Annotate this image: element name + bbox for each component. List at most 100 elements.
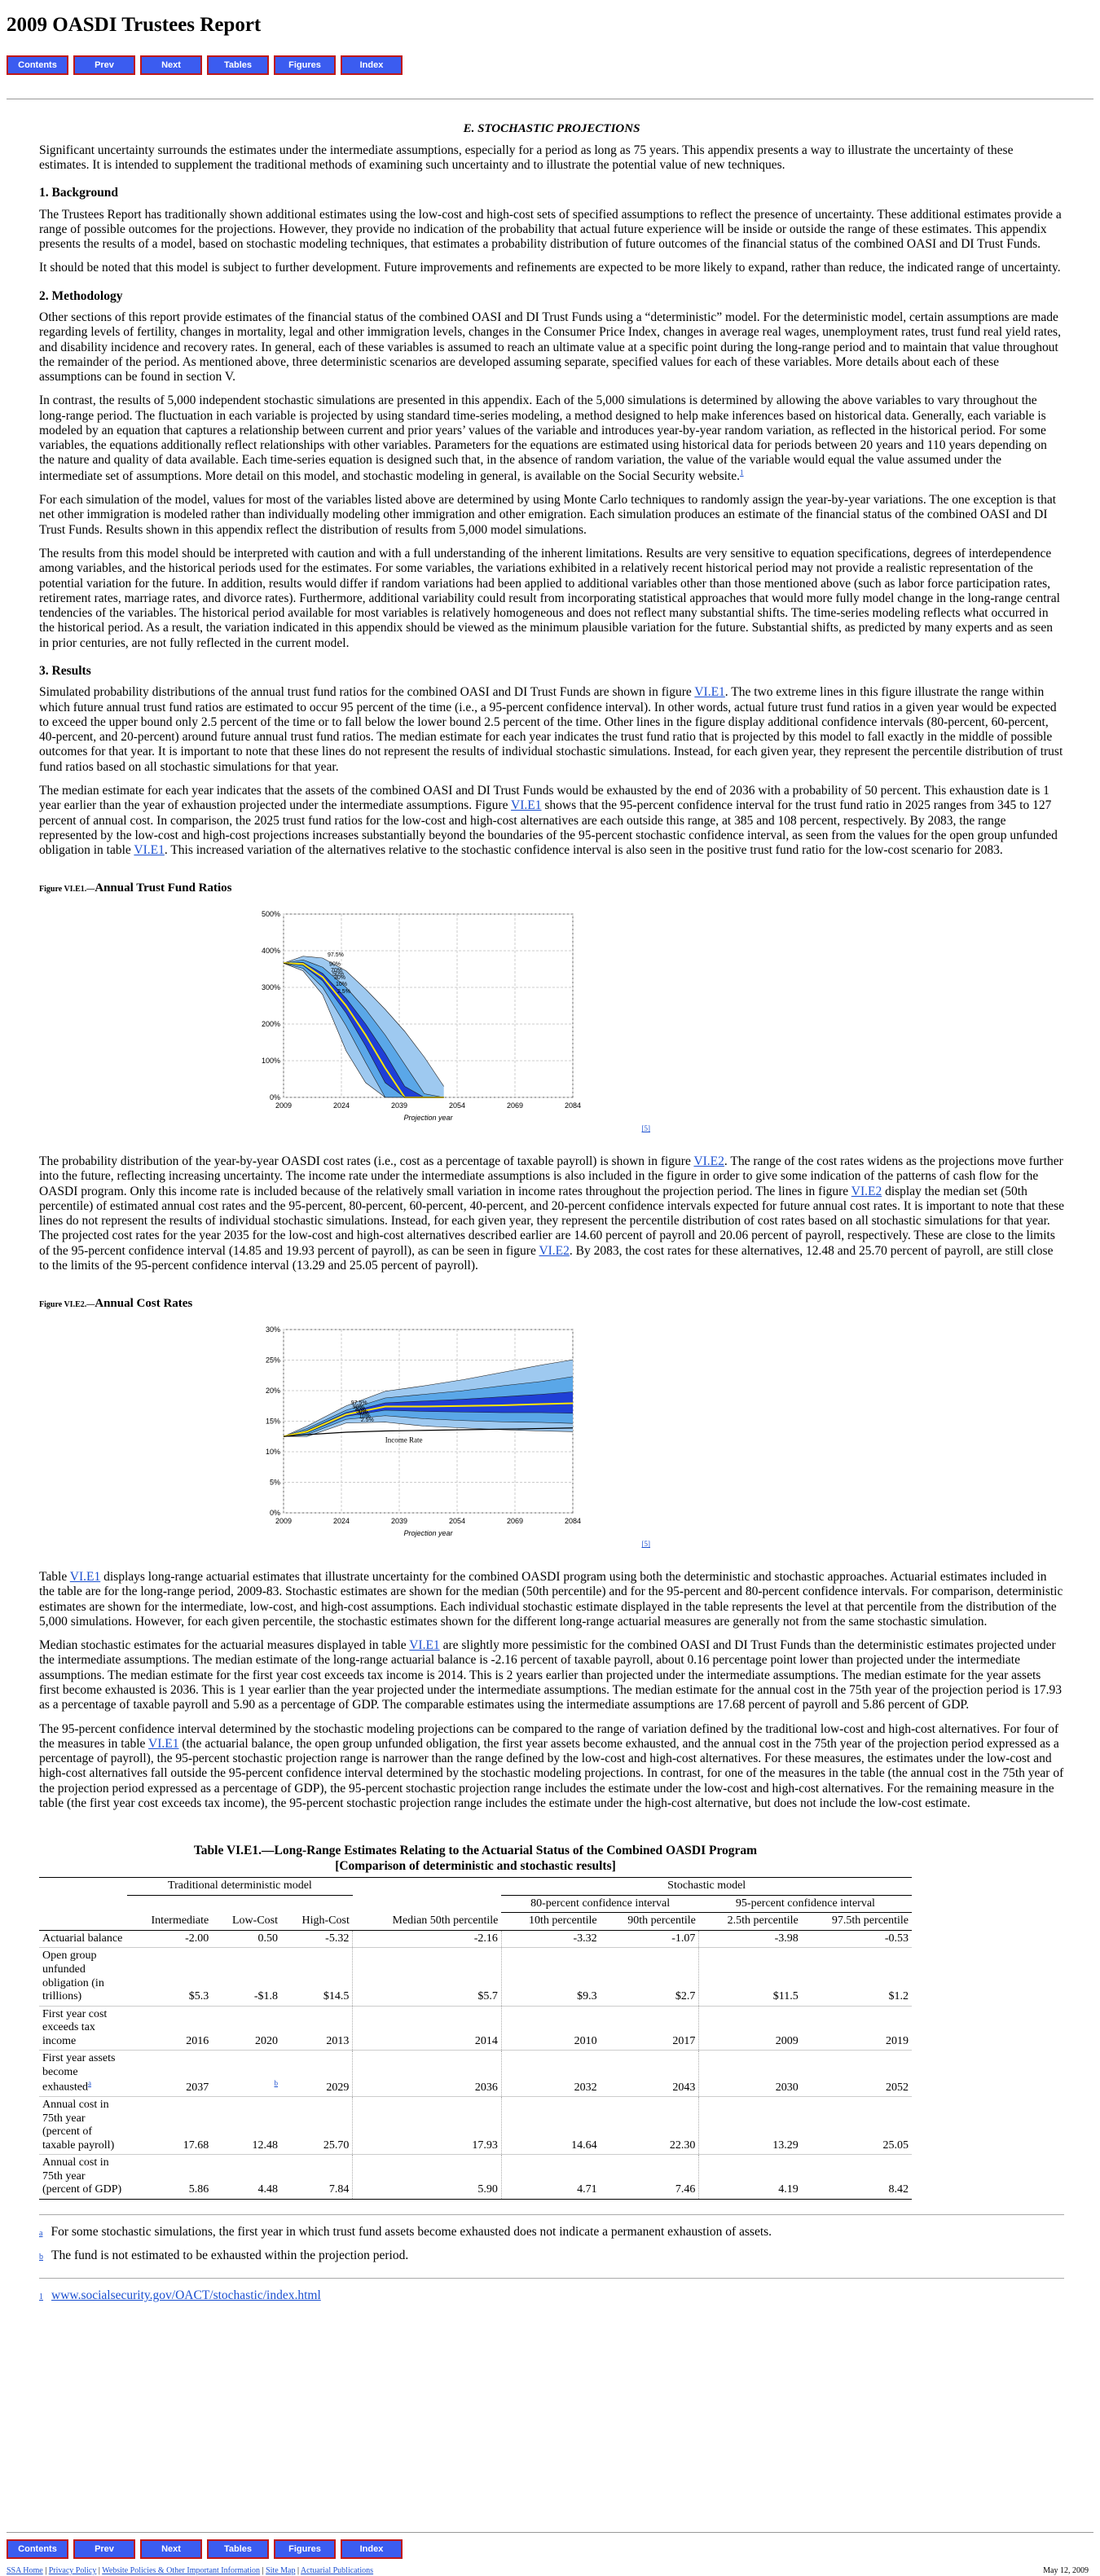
- trust-fund-chart-x-tick-label: 2084: [565, 1101, 581, 1110]
- table-cell: 2013: [326, 2034, 350, 2047]
- stochastic-url-link[interactable]: www.socialsecurity.gov/OACT/stochastic/i…: [51, 2288, 321, 2303]
- row-label: First year cost exceeds tax income: [42, 2007, 108, 2047]
- endnote-1-ref-link[interactable]: 1: [740, 468, 744, 477]
- trust-fund-chart-x-tick-label: 2009: [275, 1101, 292, 1110]
- footer-link-policies[interactable]: Website Policies & Other Important Infor…: [102, 2566, 261, 2575]
- cost-rate-chart-band-70pct-to-30pct: [284, 1391, 573, 1437]
- trust-fund-chart-x-axis-label: Projection year: [403, 1114, 453, 1122]
- text-span: Median stochastic estimates for the actu…: [39, 1638, 410, 1653]
- table-cell: 2052: [886, 2081, 909, 2094]
- cost-rate-chart-band-label: 90%: [353, 1404, 364, 1410]
- nav-next-button[interactable]: Next: [140, 55, 202, 75]
- table-cell: 2030: [698, 2050, 802, 2097]
- text-span: Simulated probability distributions of t…: [39, 685, 695, 700]
- text-span: Table: [39, 1570, 70, 1584]
- endnote-1: 1 www.socialsecurity.gov/OACT/stochastic/…: [39, 2288, 1064, 2303]
- table-cell: 2036: [352, 2050, 502, 2097]
- table-cell: 4.48: [257, 2183, 279, 2196]
- footer-link-privacy[interactable]: Privacy Policy: [48, 2566, 97, 2575]
- main-content: E. STOCHASTIC PROJECTIONS Significant un…: [39, 122, 1064, 2313]
- endnotes: 1 www.socialsecurity.gov/OACT/stochastic/…: [39, 2278, 1064, 2303]
- table-cell: 25.05: [882, 2139, 909, 2152]
- nav-tables-button[interactable]: Tables: [207, 55, 269, 75]
- footnote-a-link[interactable]: a: [87, 2079, 91, 2088]
- cost-rate-chart-line-97-5pct: [283, 1359, 574, 1437]
- footer-link-ssa-home[interactable]: SSA Home: [7, 2566, 43, 2575]
- cost-rate-chart-band-label: 30%: [358, 1411, 369, 1417]
- row-label: First year assets become exhausteda: [39, 2051, 127, 2097]
- table-vi-e1-link[interactable]: VI.E1: [69, 1570, 101, 1584]
- table-vi-e1-link[interactable]: VI.E1: [409, 1638, 440, 1653]
- trust-fund-chart-y-tick-label: 100%: [262, 1057, 280, 1065]
- nav-prev-button[interactable]: Prev: [73, 55, 135, 75]
- figure-1-data-link[interactable]: [5]: [641, 1124, 651, 1133]
- table-cell: -$1.8: [253, 1990, 278, 2003]
- table-row: Annual cost in 75th year (percent of tax…: [39, 2096, 912, 2155]
- trust-fund-chart-line-2-5pct: [283, 963, 444, 1098]
- row-label: Annual cost in 75th year (percent of GDP…: [42, 2156, 122, 2196]
- table-cell: 0.50: [257, 1932, 279, 1945]
- figure-2-chart-wrap: 0% 5% 10% 15% 20% 25% 30% 2009 2024 2039 2054 2069 2…: [243, 1320, 650, 1552]
- cost-rate-chart-line-70pct: [283, 1391, 574, 1437]
- cost-rate-chart-y-tick-label: 10%: [266, 1448, 280, 1456]
- trust-fund-chart-y-tick-label: 0%: [270, 1093, 280, 1101]
- table-cell: 2009: [698, 2006, 802, 2051]
- footnotes: a For some stochastic simulations, the fi…: [39, 2213, 1064, 2264]
- trust-fund-ratio-chart: 0% 100% 200% 300% 400% 500% 2009 2024 2039 2054 20…: [262, 910, 581, 1122]
- footer-link-actuarial[interactable]: Actuarial Publications: [300, 2566, 374, 2575]
- footnote-b-link[interactable]: b: [274, 2079, 279, 2088]
- trust-fund-chart-x-tick-label: 2039: [391, 1101, 407, 1110]
- table-cell: 2019: [886, 2034, 909, 2047]
- figure-vi-e1-link[interactable]: VI.E1: [694, 685, 725, 700]
- figure-2-data-link[interactable]: [5]: [641, 1540, 651, 1549]
- table-vi-e1-link[interactable]: VI.E1: [148, 1736, 179, 1751]
- nav-index-button[interactable]: Index: [341, 2539, 403, 2559]
- row-label: Annual cost in 75th year (percent of tax…: [42, 2099, 115, 2152]
- table-row: Annual cost in 75th year (percent of GDP…: [39, 2154, 912, 2200]
- methodology-paragraph-1: Other sections of this report provide es…: [39, 310, 1061, 385]
- figure-2-title: Annual Cost Rates: [95, 1297, 193, 1311]
- table-cell: 4.71: [500, 2154, 601, 2200]
- cost-rate-chart-line-30pct: [283, 1409, 574, 1437]
- col-intermediate: Intermediate: [151, 1914, 209, 1928]
- table-cell: 7.46: [675, 2183, 696, 2196]
- row-label: Open group unfunded obligation (in trill…: [42, 1950, 104, 2003]
- nav-prev-button[interactable]: Prev: [73, 2539, 135, 2559]
- row-label: Actuarial balance: [42, 1932, 123, 1945]
- nav-tables-button[interactable]: Tables: [207, 2539, 269, 2559]
- trust-fund-chart-x-tick-label: 2024: [333, 1101, 350, 1110]
- nav-contents-button[interactable]: Contents: [7, 2539, 68, 2559]
- nav-index-button[interactable]: Index: [341, 55, 403, 75]
- background-paragraph-2: It should be noted that this model is su…: [39, 261, 1061, 275]
- text-span: are slightly more pessimistic for the co…: [39, 1638, 1062, 1712]
- footnote-a-text: For some stochastic simulations, the fir…: [51, 2224, 772, 2239]
- figure-vi-e1-link[interactable]: VI.E1: [511, 798, 542, 813]
- cost-rate-chart-line-10pct: [283, 1415, 574, 1437]
- text-span: The median estimate for each year indica…: [39, 783, 1049, 813]
- table-vi-e1-link[interactable]: VI.E1: [134, 843, 165, 858]
- table-title-line-2: [Comparison of deterministic and stochas…: [335, 1858, 616, 1873]
- trust-fund-chart-band-label: 90%: [329, 961, 341, 967]
- figure-vi-e2-link[interactable]: VI.E2: [693, 1154, 724, 1169]
- results-paragraph-3: The probability distribution of the year…: [39, 1154, 1064, 1273]
- trust-fund-chart-band-label: 10%: [336, 982, 347, 987]
- figure-vi-e2-link[interactable]: VI.E2: [851, 1184, 882, 1198]
- nav-figures-button[interactable]: Figures: [274, 55, 336, 75]
- nav-next-button[interactable]: Next: [140, 2539, 202, 2559]
- nav-contents-button[interactable]: Contents: [7, 55, 68, 75]
- methodology-paragraph-2: In contrast, the results of 5,000 indepe…: [39, 393, 1064, 484]
- text-span: (the actuarial balance, the open group u…: [39, 1736, 1064, 1810]
- footer-link-site-map[interactable]: Site Map: [266, 2566, 296, 2575]
- table-cell: 17.68: [183, 2139, 209, 2152]
- nav-figures-button[interactable]: Figures: [274, 2539, 336, 2559]
- col-2-5th: 2.5th percentile: [727, 1914, 799, 1928]
- footnote-b-marker[interactable]: b: [39, 2253, 43, 2262]
- endnote-1-marker[interactable]: 1: [39, 2292, 43, 2302]
- table-row: Open group unfunded obligation (in trill…: [39, 1947, 912, 2007]
- footnote-a-marker[interactable]: a: [39, 2228, 43, 2238]
- bottom-navbar: Contents Prev Next Tables Figures Index: [7, 2539, 403, 2559]
- table-cell: 2032: [500, 2050, 601, 2097]
- figure-vi-e2-link[interactable]: VI.E2: [539, 1243, 570, 1258]
- table-cell: 2043: [672, 2081, 696, 2094]
- table-cell: 7.84: [328, 2183, 350, 2196]
